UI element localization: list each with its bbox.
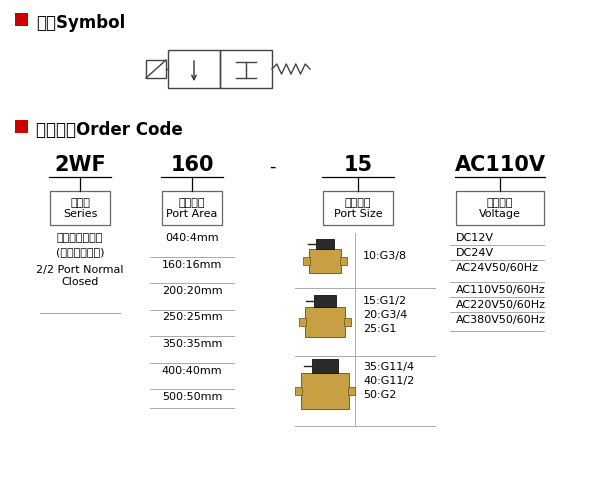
Bar — [146, 60, 166, 78]
Bar — [220, 50, 272, 88]
Bar — [299, 318, 306, 326]
Text: 流量孔径: 流量孔径 — [179, 198, 205, 208]
Bar — [305, 307, 345, 337]
Bar — [50, 191, 110, 225]
Text: AC220V50/60Hz: AC220V50/60Hz — [456, 300, 546, 310]
Text: 2WF: 2WF — [54, 155, 106, 175]
Text: 50:G2: 50:G2 — [363, 390, 396, 400]
Text: (防爆型常闭式): (防爆型常闭式) — [56, 247, 104, 257]
Bar — [340, 257, 347, 264]
Text: DC24V: DC24V — [456, 248, 494, 258]
Text: 25:G1: 25:G1 — [363, 324, 396, 334]
Bar — [168, 50, 220, 88]
Bar — [323, 191, 393, 225]
Bar — [303, 257, 310, 264]
Bar — [348, 387, 355, 395]
Bar — [309, 248, 341, 273]
Text: Series: Series — [63, 209, 97, 219]
Text: 15: 15 — [343, 155, 373, 175]
Text: 符号Symbol: 符号Symbol — [36, 14, 125, 32]
Bar — [456, 191, 544, 225]
Bar — [15, 13, 28, 26]
Text: Voltage: Voltage — [479, 209, 521, 219]
Bar — [344, 318, 351, 326]
Text: 35:G11/4: 35:G11/4 — [363, 362, 414, 372]
Bar — [316, 239, 334, 248]
Text: 系列号: 系列号 — [70, 198, 90, 208]
Text: Closed: Closed — [62, 277, 99, 287]
Text: 040:4mm: 040:4mm — [165, 233, 219, 243]
Text: 订货型号Order Code: 订货型号Order Code — [36, 121, 183, 139]
Text: 500:50mm: 500:50mm — [162, 392, 222, 402]
Text: 10:G3/8: 10:G3/8 — [363, 251, 407, 261]
Text: 200:20mm: 200:20mm — [161, 286, 222, 296]
Text: 二口二位电磁阀: 二口二位电磁阀 — [57, 233, 103, 243]
Text: 接管口径: 接管口径 — [345, 198, 371, 208]
Text: 2/2 Port Normal: 2/2 Port Normal — [37, 265, 124, 275]
Bar — [314, 295, 336, 307]
Text: 250:25mm: 250:25mm — [161, 313, 222, 322]
Bar — [162, 191, 222, 225]
Bar — [295, 387, 302, 395]
Bar — [312, 359, 338, 373]
Text: AC110V: AC110V — [454, 155, 546, 175]
Text: 160:16mm: 160:16mm — [162, 260, 222, 269]
Text: 20:G3/4: 20:G3/4 — [363, 310, 407, 320]
Bar — [15, 120, 28, 133]
Text: 40:G11/2: 40:G11/2 — [363, 376, 414, 386]
Text: Port Area: Port Area — [166, 209, 217, 219]
Text: AC110V50/60Hz: AC110V50/60Hz — [456, 285, 546, 295]
Text: 160: 160 — [171, 155, 214, 175]
Text: DC12V: DC12V — [456, 233, 494, 243]
Bar — [301, 373, 349, 409]
Text: AC380V50/60Hz: AC380V50/60Hz — [456, 315, 546, 325]
Text: 标准电压: 标准电压 — [487, 198, 513, 208]
Text: -: - — [269, 158, 275, 176]
Text: AC24V50/60Hz: AC24V50/60Hz — [456, 263, 539, 273]
Text: Port Size: Port Size — [334, 209, 382, 219]
Text: 350:35mm: 350:35mm — [162, 339, 222, 349]
Text: 15:G1/2: 15:G1/2 — [363, 296, 407, 306]
Text: 400:40mm: 400:40mm — [161, 366, 222, 375]
